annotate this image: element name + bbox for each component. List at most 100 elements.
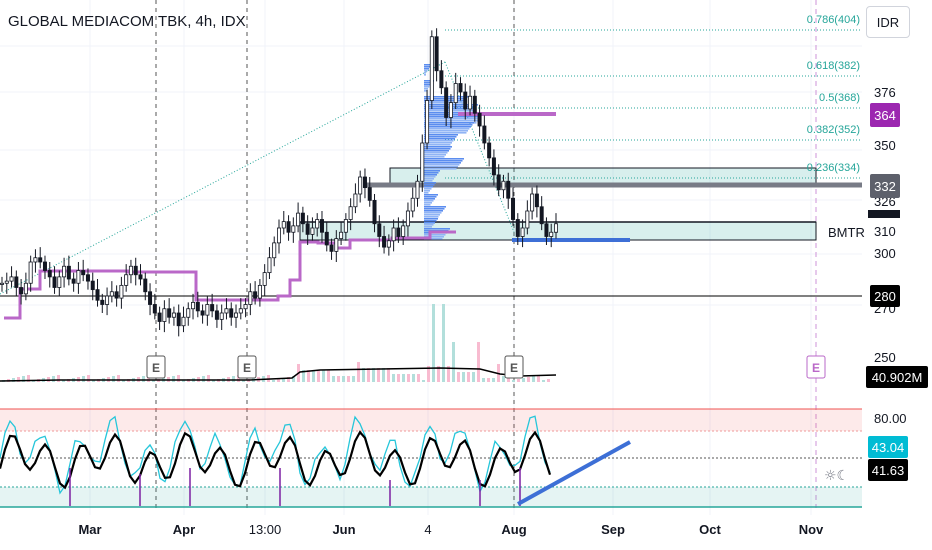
earnings-marker-2[interactable]: E (237, 355, 257, 379)
volume-bar (357, 362, 360, 382)
volume-bar (517, 379, 520, 382)
currency-button[interactable]: IDR (866, 6, 910, 38)
candle-body (42, 261, 47, 271)
candle-body (200, 310, 205, 316)
price-badge-280: 280 (870, 285, 900, 307)
volume-profile-bar (424, 234, 446, 236)
svg-text:E: E (152, 361, 160, 375)
volume-profile-bar (424, 214, 440, 216)
symbol-label-bmtr: BMTR (828, 210, 900, 240)
oscillator-purple-spikes (69, 468, 521, 506)
trend-dotted-line (0, 61, 446, 295)
candle-body (487, 142, 492, 159)
volume-profile-bar (424, 218, 438, 220)
volume-profile-bar (424, 140, 454, 142)
svg-text:13:00: 13:00 (249, 522, 282, 537)
volume-profile-bar (424, 114, 483, 116)
candle-body (286, 221, 291, 233)
volume-bar (472, 372, 475, 382)
candle-body (243, 304, 248, 310)
volume-profile-bar (424, 148, 451, 150)
svg-text:Mar: Mar (78, 522, 101, 537)
volume-profile-bar (424, 222, 435, 224)
volume-profile-bar (424, 162, 461, 164)
candle-body (85, 274, 90, 282)
volume-bar (537, 375, 540, 382)
candle-body (305, 223, 310, 235)
volume-bar (17, 377, 20, 382)
volume-bar (337, 376, 340, 382)
svg-text:E: E (812, 361, 820, 375)
volume-profile-bar (424, 192, 429, 194)
candle-body (229, 308, 234, 318)
candle-body (501, 180, 506, 191)
volume-bar (512, 380, 515, 382)
volume-profile-bar (424, 128, 470, 130)
volume-bars (2, 304, 550, 382)
fib-lines (445, 29, 862, 179)
volume-bar (467, 372, 470, 382)
candle-body (324, 231, 329, 246)
svg-text:376: 376 (874, 85, 896, 100)
svg-text:350: 350 (874, 138, 896, 153)
svg-text:Jun: Jun (332, 522, 355, 537)
volume-bar (402, 374, 405, 382)
volume-profile-bar (424, 142, 452, 144)
volume-profile-bar (424, 236, 444, 238)
candle-body (162, 308, 167, 322)
earnings-marker-future[interactable]: E (806, 355, 826, 379)
volume-profile-bar (424, 64, 432, 66)
earnings-marker-1[interactable]: E (146, 355, 166, 379)
volume-bar (322, 370, 325, 382)
candle-body (81, 270, 86, 276)
candle-body (28, 261, 33, 284)
svg-text:0.5(368): 0.5(368) (819, 92, 860, 104)
volume-bar (477, 342, 480, 382)
volume-bar (152, 380, 155, 382)
candle-body (152, 304, 157, 314)
volume-profile-bar (424, 238, 443, 240)
candle-body (238, 308, 243, 314)
volume-badge: 40.902M (866, 366, 928, 388)
oscillator-badge-black: 41.63 (868, 459, 908, 481)
volume-profile-bar (424, 84, 431, 86)
svg-text:250: 250 (874, 350, 896, 365)
candle-body (171, 312, 176, 318)
oscillator-level-80: 80.00 (874, 411, 907, 426)
svg-text:0.618(382): 0.618(382) (807, 60, 860, 72)
volume-bar (177, 375, 180, 382)
candle-body (310, 227, 315, 235)
svg-text:Aug: Aug (501, 522, 526, 537)
volume-bar (532, 376, 535, 382)
candle-body (214, 310, 219, 320)
candle-body (468, 95, 473, 110)
candle-body (253, 291, 258, 299)
volume-profile-bar (424, 212, 442, 214)
svg-text:280: 280 (874, 289, 896, 304)
candle-body (405, 210, 410, 227)
candle-body (367, 187, 372, 201)
volume-bar (352, 376, 355, 382)
candle-body (444, 87, 449, 118)
price-badge-364: 364 (870, 103, 900, 127)
volume-profile-bar (424, 164, 460, 166)
volume-bar (432, 304, 435, 382)
candle-body (472, 95, 477, 114)
earnings-marker-3[interactable]: E (504, 355, 524, 379)
volume-profile-bar (424, 166, 458, 168)
time-axis: Mar Apr 13:00 Jun 4 Aug Sep Oct Nov (78, 522, 824, 537)
session-sun-moon-icon[interactable]: ☼☾ (824, 468, 850, 484)
volume-profile-bar (424, 160, 463, 162)
svg-text:40.902M: 40.902M (872, 370, 923, 385)
candle-body (482, 125, 487, 144)
volume-bar (457, 372, 460, 382)
volume-bar (237, 375, 240, 382)
volume-bar (277, 379, 280, 382)
volume-bar (347, 376, 350, 382)
svg-text:Oct: Oct (699, 522, 721, 537)
candle-body (439, 70, 444, 89)
volume-profile-bar (424, 102, 464, 104)
volume-bar (12, 378, 15, 382)
volume-bar (112, 376, 115, 382)
candle-body (539, 206, 544, 225)
